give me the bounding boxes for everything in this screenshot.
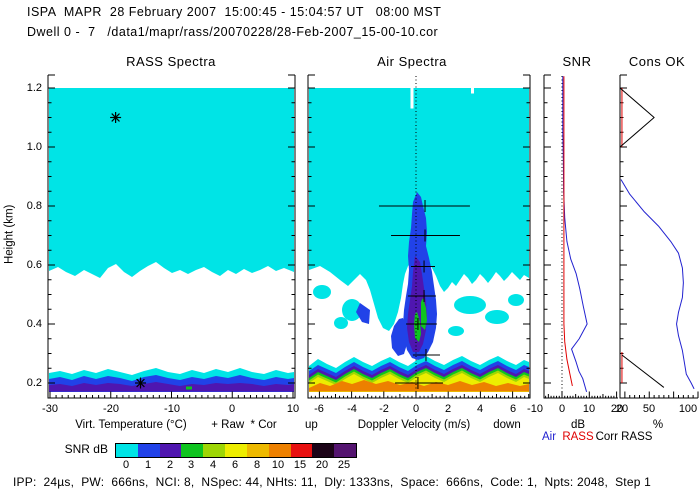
snr-panel-title: SNR [562,54,592,69]
header-file-path: Dwell 0 - 7 /data1/mapr/rass/20070228/28… [27,25,439,39]
y-tick-label: 0.8 [26,200,42,212]
legend-corr-rass: Corr RASS [595,431,653,443]
y-tick-label: 0.2 [26,377,42,389]
air-x-tick: -4 [347,403,357,415]
colorbar-cell [181,444,204,457]
height-axis-title: Height (km) [3,204,16,265]
rass-spectra-heatmap [49,88,294,392]
air-panel-title: Air Spectra [377,54,447,69]
snr-x-tick: -10 [527,403,543,415]
cons-x-tick: 100 [678,403,698,415]
colorbar-label: SNR dB [64,442,108,456]
colorbar-cell [246,444,269,457]
legend-rass: RASS [562,431,594,443]
colorbar-tick: 0 [122,459,130,471]
colorbar-cell [203,444,226,457]
air-x-tick: 6 [509,403,517,415]
y-tick-label: 1.0 [26,141,42,153]
data-markers [110,112,470,389]
colorbar-tick: 20 [315,459,329,471]
snr-x-axis-title: dB [570,419,586,431]
header-title: ISPA MAPR 28 February 2007 15:00:45 - 15… [27,5,442,19]
snr-x-tick: 0 [558,403,566,415]
colorbar-cell [116,444,138,457]
colorbar-cell [312,444,335,457]
cons-panel-frame [619,74,698,399]
colorbar-tick: 10 [271,459,285,471]
axis-tick-marks [48,87,699,398]
air-x-axis-title: Doppler Velocity (m/s) [357,419,471,431]
colorbar-cell [159,444,182,457]
cons-x-tick: 50 [642,403,656,415]
radar-parameters-line: IPP: 24µs, PW: 666ns, NCI: 8, NSpec: 44,… [13,475,651,489]
colorbar-tick: 2 [166,459,174,471]
colorbar-cell [225,444,247,457]
colorbar-tick: 4 [209,459,217,471]
y-tick-label: 0.6 [26,259,42,271]
air-spectra-heatmap [309,87,529,392]
colorbar-tick: 3 [187,459,195,471]
colorbar-cell [334,444,356,457]
legend-air: Air [541,431,557,443]
snr-x-tick: 10 [582,403,596,415]
rass-x-axis-title: Virt. Temperature (°C) [75,419,187,431]
rass-x-tick: -20 [103,403,119,415]
rass-panel-title: RASS Spectra [126,54,216,69]
cons-panel-title: Cons OK [628,54,686,69]
colorbar-tick: 1 [144,459,152,471]
air-x-tick: 2 [444,403,452,415]
air-panel-frame [307,74,531,399]
colorbar-tick: 8 [253,459,261,471]
snr-x-tick: 20 [610,403,624,415]
rass-x-tick: -10 [164,403,180,415]
rass-x-tick: 0 [228,403,236,415]
colorbar-cell [290,444,313,457]
air-x-tick: 4 [476,403,484,415]
profile-curves [562,76,695,392]
colorbar-tick: 6 [231,459,239,471]
y-tick-label: 1.2 [26,82,42,94]
snr-colorbar [115,443,357,458]
snr-panel-frame [543,74,618,399]
air-x-tick: 0 [412,403,420,415]
up-direction-label: up [305,419,318,431]
colorbar-cell [137,444,160,457]
colorbar-cell [268,444,291,457]
air-x-tick: -2 [379,403,389,415]
down-direction-label: down [493,419,521,431]
rass-x-tick: 10 [286,403,300,415]
colorbar-tick: 25 [337,459,351,471]
rass-x-tick: -30 [42,403,58,415]
cons-x-tick: 20 [615,403,629,415]
cons-x-axis-title: % [652,419,664,431]
colorbar-tick: 15 [293,459,307,471]
y-tick-label: 0.4 [26,318,42,330]
raw-cor-marker-legend: + Raw * Cor [211,419,277,431]
air-x-tick: -6 [314,403,324,415]
